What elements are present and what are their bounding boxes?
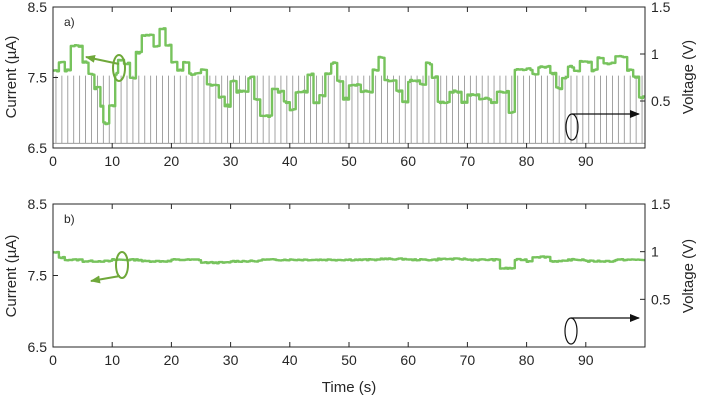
- panel-a-current-arrow-icon: [85, 54, 120, 65]
- panel-a-current-series: [53, 27, 645, 126]
- y-tick-label: 6.5: [28, 140, 48, 156]
- x-tick-label: 0: [49, 153, 57, 169]
- panel-a-current-indicator: [85, 54, 126, 82]
- panel-b-y2label: Voltage (V): [680, 239, 697, 313]
- x-tick-label: 30: [223, 153, 239, 169]
- panel-b-current-arrow-icon: [90, 275, 121, 284]
- x-tick-label: 40: [282, 153, 298, 169]
- y-tick-label: 6.5: [28, 339, 48, 355]
- x-axis-label: Time (s): [322, 379, 376, 396]
- y2-tick-label: 1: [651, 46, 659, 62]
- panel-a-voltage-ellipse-icon: [565, 113, 579, 141]
- y2-tick-label: 1.5: [651, 0, 671, 15]
- panel-b-current-series: [53, 250, 645, 270]
- x-tick-label: 60: [400, 352, 416, 368]
- x-tick-label: 90: [578, 352, 594, 368]
- y2-tick-label: 1.5: [651, 196, 671, 212]
- panel-b-voltage-ellipse-icon: [564, 317, 578, 345]
- panel-a-y2label: Voltage (V): [680, 40, 697, 114]
- x-tick-label: 70: [460, 352, 476, 368]
- x-tick-label: 10: [104, 153, 120, 169]
- x-tick-label: 80: [519, 352, 535, 368]
- x-tick-label: 50: [341, 153, 357, 169]
- x-tick-label: 30: [223, 352, 239, 368]
- panel-b-voltage-indicator: [564, 314, 640, 345]
- x-tick-label: 20: [164, 352, 180, 368]
- x-tick-label: 20: [164, 153, 180, 169]
- y2-tick-label: 1: [651, 244, 659, 260]
- x-tick-label: 80: [519, 153, 535, 169]
- panel-a-voltage-indicator: [565, 110, 640, 141]
- x-tick-label: 40: [282, 352, 298, 368]
- x-tick-label: 50: [341, 352, 357, 368]
- y-tick-label: 7.5: [28, 70, 48, 86]
- panel-b-axes-box: [52, 203, 646, 348]
- panel-b-ylabel: Current (µA): [3, 235, 20, 318]
- x-tick-label: 60: [400, 153, 416, 169]
- x-tick-label: 90: [578, 153, 594, 169]
- panel-a-ticks: 0 10 20 30 40 50 60 70 80 90 6.5 7.5 8.5 0.5 1 1.5: [28, 0, 671, 169]
- y-tick-label: 7.5: [28, 268, 48, 284]
- y-tick-label: 8.5: [28, 196, 48, 212]
- x-tick-label: 70: [460, 153, 476, 169]
- panel-a: 0 10 20 30 40 50 60 70 80 90 6.5 7.5 8.5 0.5 1 1.5 a): [28, 0, 671, 169]
- panel-b: 0 10 20 30 40 50 60 70 80 90 6.5 7.5 8.5 0.5 1 1.5 b): [28, 196, 671, 368]
- y-tick-label: 8.5: [28, 0, 48, 15]
- panel-a-ylabel: Current (µA): [3, 36, 20, 119]
- y2-tick-label: 0.5: [651, 291, 671, 307]
- panel-b-label: b): [64, 212, 75, 226]
- panel-b-ticks: 0 10 20 30 40 50 60 70 80 90 6.5 7.5 8.5 0.5 1 1.5: [28, 196, 671, 368]
- panel-a-current-ellipse-icon: [112, 54, 126, 82]
- panel-b-current-ellipse-icon: [115, 251, 129, 279]
- panel-b-current-indicator: [90, 251, 129, 284]
- x-tick-label: 0: [49, 352, 57, 368]
- x-tick-label: 10: [104, 352, 120, 368]
- y2-tick-label: 0.5: [651, 93, 671, 109]
- panel-a-label: a): [64, 15, 75, 29]
